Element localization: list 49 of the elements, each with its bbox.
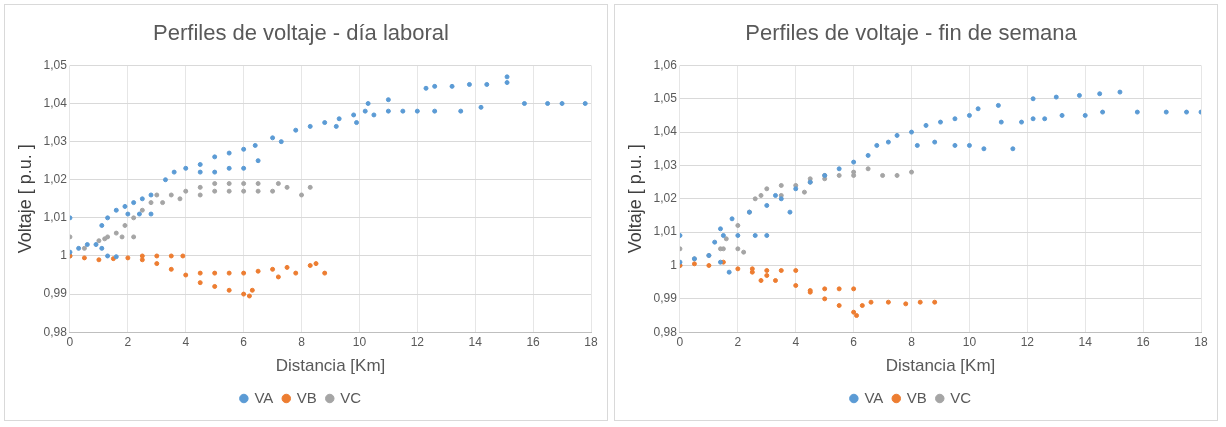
x-axis-title: Distancia [Km]	[885, 356, 996, 376]
y-tick-label: 1,02	[43, 172, 68, 187]
x-tick-label: 8	[298, 334, 306, 349]
y-tick-label: 1,01	[43, 210, 68, 225]
x-tick-label: 8	[908, 334, 916, 349]
x-tick-label: 16	[1136, 334, 1151, 349]
x-tick-label: 14	[1078, 334, 1093, 349]
legend-label: VC	[340, 388, 362, 406]
y-tick-label: 1,01	[653, 224, 678, 239]
x-axis-title: Distancia [Km]	[275, 356, 386, 376]
x-tick-label: 6	[240, 334, 248, 349]
chart-title: Perfiles de voltaje - fin de semana	[745, 20, 1078, 46]
x-tick-label: 2	[734, 334, 742, 349]
y-tick-label: 0,98	[43, 324, 68, 339]
y-tick-label: 1,03	[43, 133, 68, 148]
y-tick-label: 1,03	[653, 157, 678, 172]
x-tick-label: 16	[526, 334, 541, 349]
y-tick-label: 1,04	[43, 95, 68, 110]
y-axis-title: Voltaje [ p.u. ]	[624, 144, 645, 254]
y-tick-label: 1	[60, 248, 68, 263]
x-tick-label: 12	[410, 334, 425, 349]
x-tick-label: 0	[66, 334, 74, 349]
x-tick-label: 2	[124, 334, 132, 349]
x-tick-label: 4	[182, 334, 190, 349]
x-tick-label: 18	[1194, 334, 1208, 349]
y-tick-label: 0,98	[653, 324, 678, 339]
x-tick-label: 6	[850, 334, 858, 349]
legend-label: VA	[864, 388, 884, 406]
y-tick-label: 1	[670, 257, 678, 272]
x-tick-label: 10	[962, 334, 977, 349]
y-tick-label: 1,06	[653, 57, 678, 72]
x-tick-label: 18	[584, 334, 598, 349]
legend-label: VB	[296, 388, 317, 406]
legend-label: VC	[950, 388, 972, 406]
y-tick-label: 0,99	[43, 286, 68, 301]
x-tick-label: 4	[792, 334, 800, 349]
y-axis-title: Voltaje [ p.u. ]	[14, 144, 35, 254]
x-tick-label: 10	[352, 334, 367, 349]
x-tick-label: 0	[676, 334, 684, 349]
legend-label: VB	[906, 388, 927, 406]
x-tick-label: 12	[1020, 334, 1035, 349]
y-tick-label: 1,05	[43, 57, 68, 72]
y-tick-label: 1,05	[653, 91, 678, 106]
x-tick-label: 14	[468, 334, 483, 349]
legend-label: VA	[254, 388, 274, 406]
chart-title: Perfiles de voltaje - día laboral	[153, 20, 449, 46]
y-tick-label: 0,99	[653, 291, 678, 306]
y-tick-label: 1,02	[653, 191, 678, 206]
y-tick-label: 1,04	[653, 124, 678, 139]
